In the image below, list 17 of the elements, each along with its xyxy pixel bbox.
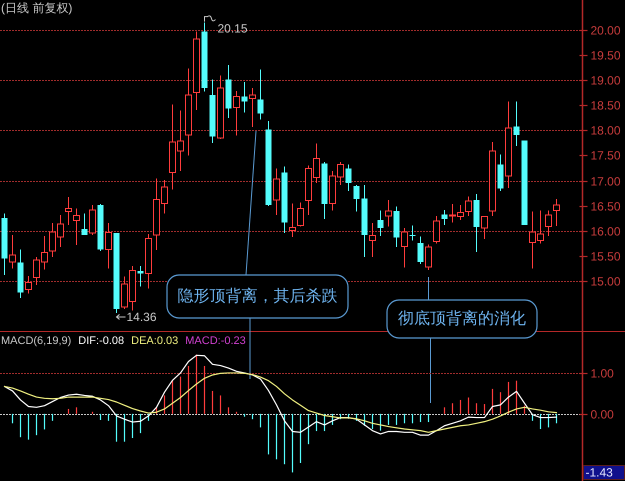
- y-tick-label: 17.00: [590, 174, 621, 188]
- y-tick-label: 15.50: [590, 250, 621, 264]
- chart-title: (日线 前复权): [1, 1, 72, 15]
- y-tick-label: 18.50: [590, 98, 621, 112]
- y-tick-label: 16.50: [590, 200, 621, 214]
- y-tick-label: 19.00: [590, 74, 621, 88]
- y-tick-label: 19.50: [590, 48, 621, 62]
- y-tick-label: 20.00: [590, 24, 621, 38]
- y-tick-label: 18.00: [590, 124, 621, 138]
- y-tick-label: 17.50: [590, 148, 621, 162]
- chart-title: MACD(6,19,9): [1, 335, 72, 347]
- annotation: 14.36: [126, 310, 157, 324]
- y-tick-label: 16.00: [590, 224, 621, 238]
- annotation: 彻底顶背离的消化: [398, 310, 526, 328]
- y-tick-label: 15.00: [590, 274, 621, 288]
- annotation: 隐形顶背离，其后杀跌: [178, 287, 338, 305]
- legend: DIF:-0.08 DEA:0.03 MACD:-0.23: [78, 335, 246, 347]
